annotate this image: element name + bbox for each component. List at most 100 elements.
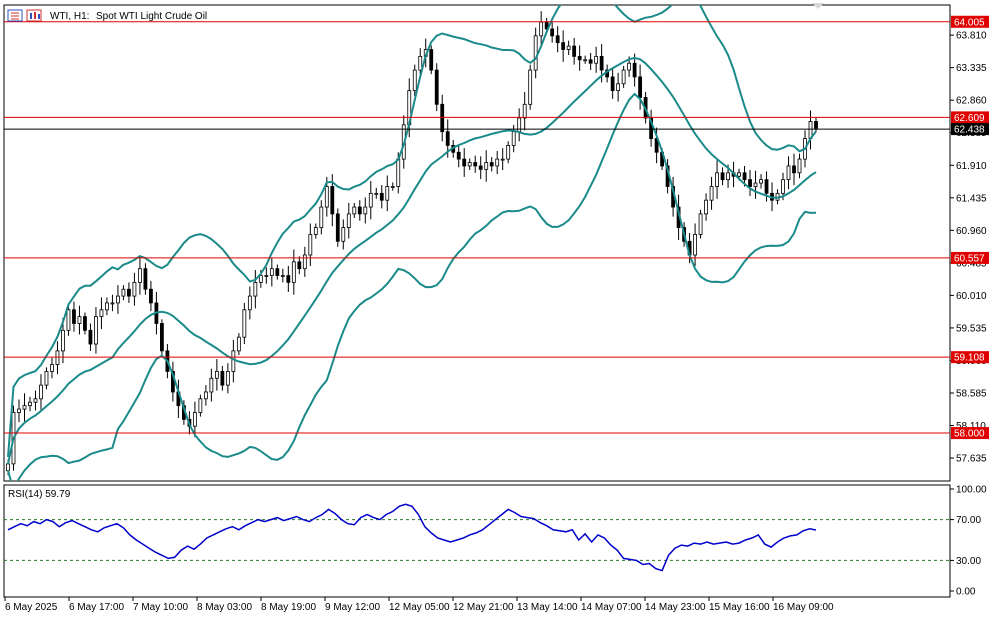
candle-body: [225, 371, 230, 386]
candle-body: [390, 186, 395, 188]
candle-body: [473, 162, 478, 167]
candle-body: [594, 55, 599, 64]
candle-body: [105, 302, 109, 311]
level-price-tag: [951, 15, 989, 28]
rsi-tick-label: 70.00: [956, 515, 981, 526]
candle-body: [506, 145, 511, 160]
candle-body: [258, 275, 263, 283]
rsi-tick-label: 100.00: [956, 485, 987, 496]
candle-body: [357, 206, 362, 215]
candle-body: [61, 329, 65, 352]
candle-body: [742, 172, 747, 181]
level-price-label: 60.557: [954, 253, 985, 264]
level-price-label: 64.005: [954, 17, 985, 28]
candle-body: [214, 371, 219, 379]
candle-body: [236, 336, 241, 352]
candle-body: [445, 131, 450, 146]
candle-body: [77, 316, 82, 324]
time-tick-label: 16 May 09:00: [773, 602, 834, 613]
candle-body: [528, 69, 533, 105]
bollinger-upper-band: [7, 5, 817, 458]
candle-body: [462, 158, 467, 167]
candle-body: [209, 377, 214, 393]
candle-body: [280, 275, 285, 277]
candle-body: [143, 268, 148, 290]
candle-body: [253, 281, 258, 297]
time-tick-label: 13 May 14:00: [517, 602, 578, 613]
candle-body: [28, 401, 32, 407]
candle-body: [242, 309, 247, 338]
candle-body: [693, 234, 697, 256]
candle-body: [346, 213, 351, 228]
candle-body: [709, 186, 714, 201]
candle-body: [363, 206, 368, 215]
price-tick-label: 57.635: [956, 454, 987, 465]
price-tick-label: 61.435: [956, 193, 987, 204]
candle-body: [335, 213, 340, 242]
candle-body: [418, 55, 423, 71]
candle-body: [484, 162, 489, 170]
price-panel: 57.63558.11058.58559.06059.53560.01060.4…: [3, 4, 989, 482]
time-axis: 6 May 2025 6 May 17:00 7 May 10:00 8 May 03…: [4, 597, 834, 613]
rsi-plot-frame: [3, 484, 951, 598]
candle-body: [330, 186, 335, 215]
chart-header: WTI, H1: Spot WTI Light Crude Oil: [7, 9, 207, 22]
chart-type-icon: [7, 9, 23, 22]
candle-body: [533, 35, 538, 71]
bars-icon: [26, 9, 42, 22]
candle-body: [33, 398, 38, 403]
candles-group: [6, 11, 818, 475]
candle-body: [220, 371, 225, 386]
price-tick-label: 63.335: [956, 63, 987, 74]
time-tick-label: 14 May 07:00: [581, 602, 642, 613]
price-plot-frame: [3, 4, 951, 482]
candle-body: [489, 162, 494, 167]
candle-body: [467, 162, 472, 167]
time-tick-label: 6 May 17:00: [69, 602, 124, 613]
current-price-tag: [951, 123, 989, 136]
candle-body: [160, 323, 164, 352]
candle-body: [247, 295, 252, 311]
candle-body: [577, 55, 582, 61]
candle-body: [737, 172, 741, 177]
candle-body: [616, 83, 621, 92]
time-tick-label: 8 May 19:00: [261, 602, 316, 613]
candle-body: [440, 103, 445, 133]
price-tick-label: 58.585: [956, 388, 987, 399]
rsi-tick-label: 30.00: [956, 556, 981, 567]
candle-body: [720, 172, 725, 181]
candle-body: [550, 28, 555, 37]
candle-body: [434, 69, 439, 105]
candle-body: [22, 405, 27, 410]
candle-body: [797, 158, 802, 174]
level-price-tag: [951, 351, 989, 364]
candle-body: [192, 412, 197, 427]
price-tick-label: 62.860: [956, 96, 987, 107]
candle-body: [132, 281, 137, 297]
candle-body: [341, 227, 346, 242]
candle-body: [286, 275, 291, 283]
candle-body: [319, 206, 324, 228]
candle-body: [50, 364, 54, 372]
rsi-line: [7, 503, 817, 572]
candle-body: [72, 309, 76, 324]
candle-body: [764, 179, 769, 194]
candle-body: [495, 158, 500, 167]
candle-body: [572, 45, 577, 57]
candle-body: [313, 227, 318, 235]
candle-body: [88, 329, 93, 345]
candle-body: [269, 268, 274, 276]
candle-body: [638, 76, 643, 98]
candle-body: [555, 35, 560, 44]
candle-body: [99, 309, 104, 318]
candle-body: [66, 309, 71, 331]
candle-body: [539, 21, 544, 37]
candle-body: [39, 384, 43, 400]
scroll-marker-icon[interactable]: [812, 3, 824, 9]
candle-body: [649, 117, 654, 139]
candle-body: [275, 268, 280, 276]
candle-body: [588, 59, 593, 64]
candle-body: [500, 158, 505, 161]
